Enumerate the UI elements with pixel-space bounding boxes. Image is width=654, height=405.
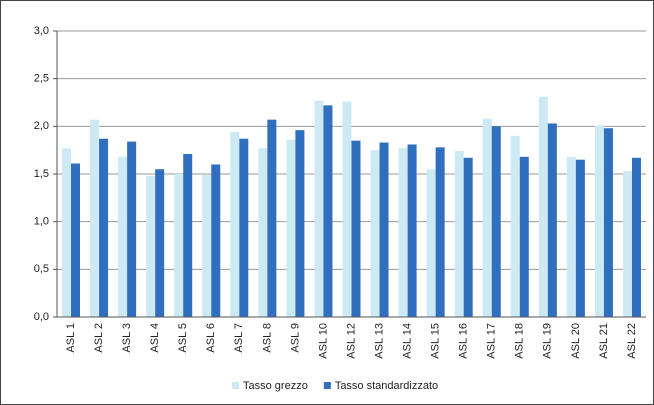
bar xyxy=(454,151,464,317)
bar xyxy=(202,174,212,317)
bar xyxy=(491,126,501,317)
x-tick-label: ASL 15 xyxy=(430,323,442,359)
x-tick-label: ASL 16 xyxy=(458,323,470,359)
bar xyxy=(90,119,100,317)
bar xyxy=(575,159,585,317)
bar xyxy=(370,150,380,317)
bar xyxy=(286,139,296,317)
bar xyxy=(127,141,137,317)
x-tick-label: ASL 14 xyxy=(402,323,414,359)
bar xyxy=(323,105,333,317)
x-tick-label: ASL 13 xyxy=(373,323,385,359)
bar xyxy=(258,148,268,317)
y-tick-label: 0,5 xyxy=(34,263,49,275)
bar xyxy=(314,100,324,318)
bar xyxy=(62,148,72,317)
y-tick-label: 3,0 xyxy=(34,25,49,37)
x-tick-label: ASL 2 xyxy=(93,323,105,353)
x-tick-label: ASL 12 xyxy=(345,323,357,359)
bar xyxy=(71,163,81,317)
x-tick-label: ASL 18 xyxy=(514,323,526,359)
y-tick-label: 2,0 xyxy=(34,120,49,132)
y-tick-label: 0,0 xyxy=(34,311,49,323)
bar xyxy=(463,157,473,317)
bar xyxy=(519,156,529,317)
bar xyxy=(631,157,641,317)
x-tick-label: ASL 6 xyxy=(205,323,217,353)
x-tick-label: ASL 22 xyxy=(626,323,638,359)
legend-swatch xyxy=(323,382,331,389)
bar xyxy=(155,169,165,317)
bar xyxy=(407,144,417,317)
legend-label: Tasso standardizzato xyxy=(335,380,438,392)
x-tick-label: ASL 1 xyxy=(65,323,77,353)
bar xyxy=(230,132,240,317)
y-tick-label: 1,0 xyxy=(34,216,49,228)
legend-swatch xyxy=(232,382,239,389)
bar xyxy=(183,153,193,317)
x-tick-label: ASL 8 xyxy=(261,323,273,353)
y-tick-label: 2,5 xyxy=(34,73,49,85)
x-tick-label: ASL 3 xyxy=(121,323,133,353)
bar xyxy=(594,125,604,317)
bar xyxy=(118,156,128,317)
bar xyxy=(174,174,184,317)
bar xyxy=(239,138,249,317)
bar xyxy=(510,135,520,317)
legend-label: Tasso grezzo xyxy=(243,380,308,392)
x-tick-label: ASL 19 xyxy=(542,323,554,359)
x-tick-label: ASL 7 xyxy=(233,323,245,353)
x-tick-label: ASL 10 xyxy=(317,323,329,359)
bar xyxy=(99,138,109,317)
bar xyxy=(547,123,557,318)
y-tick-label: 1,5 xyxy=(34,168,49,180)
bar xyxy=(398,148,408,317)
bar xyxy=(267,119,277,317)
x-tick-label: ASL 9 xyxy=(289,323,301,353)
bar xyxy=(146,175,156,317)
bar xyxy=(538,96,548,317)
bar xyxy=(426,169,436,317)
x-tick-label: ASL 17 xyxy=(486,323,498,359)
bar xyxy=(622,171,632,317)
x-tick-label: ASL 21 xyxy=(598,323,610,359)
bar xyxy=(482,118,492,317)
bar xyxy=(351,140,361,317)
bar xyxy=(603,128,613,317)
bar xyxy=(435,147,445,317)
x-tick-label: ASL 4 xyxy=(149,323,161,353)
bar xyxy=(342,101,352,318)
x-tick-label: ASL 20 xyxy=(570,323,582,359)
bar xyxy=(211,164,221,317)
bar xyxy=(295,130,305,317)
bar xyxy=(379,142,389,317)
x-tick-label: ASL 5 xyxy=(177,323,189,353)
bar xyxy=(566,156,576,317)
